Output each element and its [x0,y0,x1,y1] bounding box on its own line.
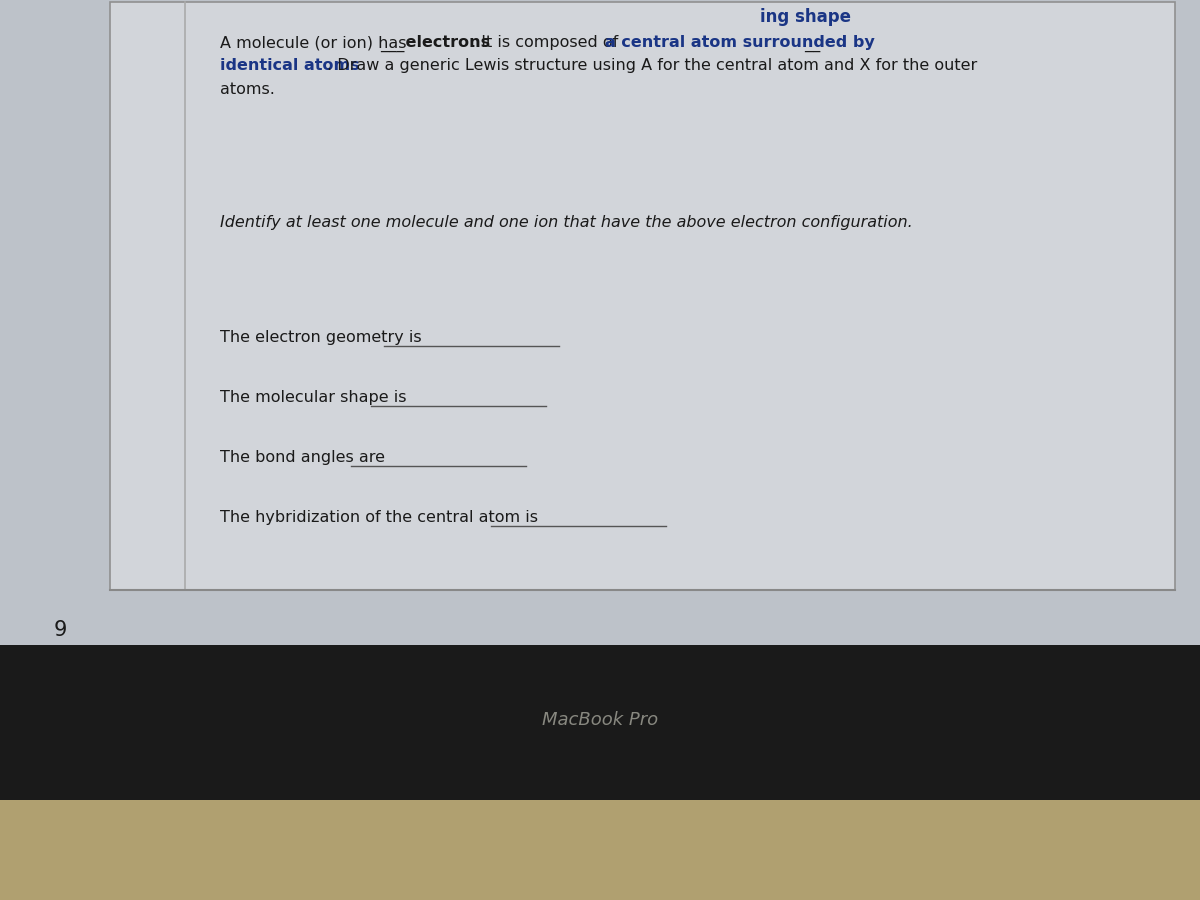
Text: The hybridization of the central atom is: The hybridization of the central atom is [220,510,538,525]
Text: ___: ___ [380,37,404,52]
Bar [0,800,1200,900]
Bar [0,645,1200,800]
Text: identical atoms: identical atoms [220,58,360,73]
Text: MacBook Pro: MacBook Pro [542,711,658,729]
Text: electrons: electrons [400,35,491,50]
Text: atoms.: atoms. [220,82,275,97]
Text: ing shape: ing shape [760,8,851,26]
Text: The electron geometry is: The electron geometry is [220,330,421,345]
Text: . Draw a generic Lewis structure using A for the central atom and X for the oute: . Draw a generic Lewis structure using A… [326,58,977,73]
Text: . It is composed of: . It is composed of [472,35,624,50]
Text: a central atom surrounded by: a central atom surrounded by [605,35,875,50]
Text: A molecule (or ion) has: A molecule (or ion) has [220,35,412,50]
Text: The molecular shape is: The molecular shape is [220,390,407,405]
Text: __: __ [804,37,821,52]
Text: The bond angles are: The bond angles are [220,450,385,465]
Text: 9: 9 [53,620,67,640]
Bar [110,2,1175,590]
Text: Identify at least one molecule and one ion that have the above electron configur: Identify at least one molecule and one i… [220,215,913,230]
